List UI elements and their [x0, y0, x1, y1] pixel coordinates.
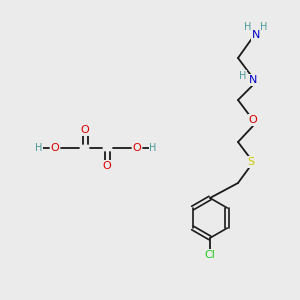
Text: O: O [249, 115, 257, 125]
Text: N: N [252, 30, 260, 40]
Text: H: H [239, 71, 247, 81]
Text: H: H [149, 143, 157, 153]
Text: Cl: Cl [205, 250, 215, 260]
Text: O: O [51, 143, 59, 153]
Text: O: O [81, 125, 89, 135]
Text: H: H [244, 22, 252, 32]
Text: H: H [35, 143, 43, 153]
Text: O: O [103, 161, 111, 171]
Text: S: S [248, 157, 255, 167]
Text: H: H [260, 22, 268, 32]
Text: N: N [249, 75, 257, 85]
Text: O: O [133, 143, 141, 153]
